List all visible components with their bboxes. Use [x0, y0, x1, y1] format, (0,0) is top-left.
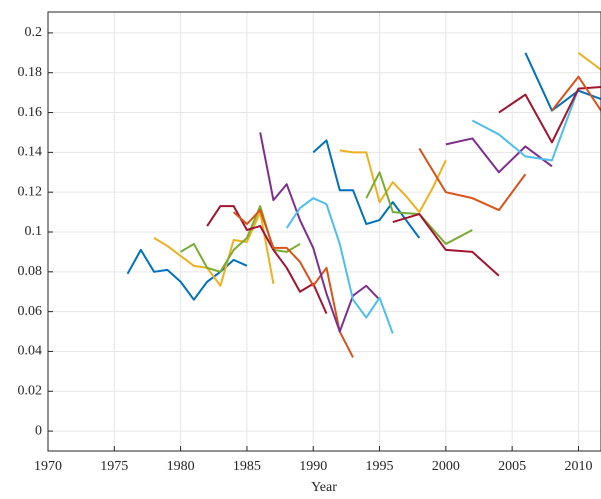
series-line — [180, 205, 301, 273]
y-tick-label: 0.04 — [18, 344, 43, 359]
y-tick-label: 0.06 — [18, 304, 43, 319]
series-line — [392, 213, 500, 277]
y-tick-label: 0.14 — [18, 145, 43, 160]
x-tick-label: 2000 — [432, 459, 460, 474]
series-line — [232, 209, 354, 358]
labels: 0 0.02 0.04 0.06 0.08 0.1 0.12 0.14 0.16 0.18 0.2 1… — [18, 25, 593, 474]
x-tick-label: 1975 — [100, 459, 128, 474]
y-tick-label: 0.2 — [25, 25, 43, 40]
y-tick-label: 0.08 — [18, 264, 43, 279]
series-line — [312, 139, 421, 239]
x-axis-label: Year — [311, 480, 337, 495]
series-line — [471, 88, 580, 162]
x-tick-label: 1970 — [34, 459, 62, 474]
x-tick-label: 2005 — [498, 459, 526, 474]
x-tick-label: 1985 — [233, 459, 261, 474]
series-line — [418, 147, 527, 212]
series-line — [365, 171, 473, 245]
series-line — [339, 149, 447, 214]
series-line — [498, 85, 601, 144]
series-line — [259, 132, 381, 333]
series-line — [285, 197, 394, 334]
y-tick-label: 0.02 — [18, 383, 43, 398]
y-tick-label: 0 — [35, 423, 42, 438]
x-tick-label: 1980 — [167, 459, 195, 474]
x-tick-label: 2010 — [564, 459, 592, 474]
series-line — [551, 75, 601, 113]
y-tick-label: 0.12 — [18, 184, 43, 199]
series-line — [206, 205, 328, 315]
x-tick-label: 1990 — [299, 459, 327, 474]
series-line — [445, 137, 553, 174]
y-tick-label: 0.18 — [18, 65, 43, 80]
y-tick-label: 0.16 — [18, 105, 43, 120]
y-tick-label: 0.1 — [25, 224, 43, 239]
x-tick-label: 1995 — [366, 459, 394, 474]
